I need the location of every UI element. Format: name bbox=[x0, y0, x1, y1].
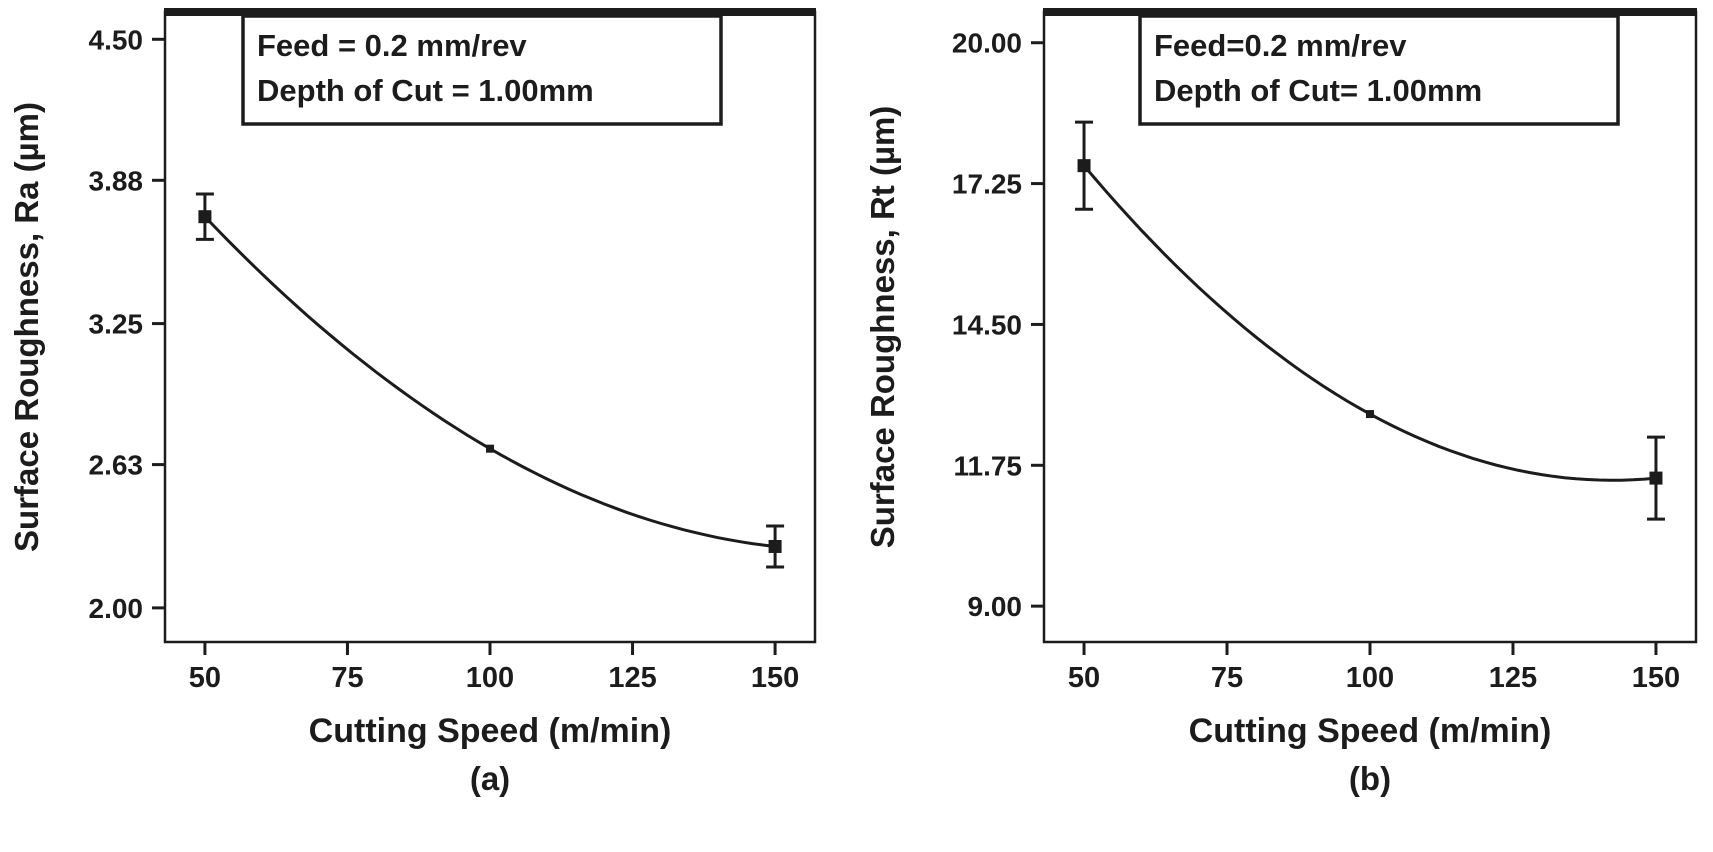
y-axis-title: Surface Roughness, Ra (µm) bbox=[8, 102, 45, 552]
x-tick-label: 125 bbox=[608, 662, 656, 694]
annotation-box bbox=[241, 14, 723, 126]
y-tick-label: 9.00 bbox=[968, 591, 1023, 622]
x-tick-label: 75 bbox=[331, 662, 363, 694]
data-point-marker bbox=[1366, 410, 1374, 419]
x-tick-label: 150 bbox=[751, 662, 799, 694]
y-tick-label: 20.00 bbox=[952, 28, 1022, 59]
annotation-line-2: Depth of Cut= 1.00mm bbox=[1154, 73, 1482, 108]
y-tick-label: 11.75 bbox=[953, 450, 1022, 481]
x-tick-label: 100 bbox=[466, 662, 514, 694]
data-point-marker bbox=[198, 210, 212, 224]
data-point-marker bbox=[768, 539, 782, 553]
panel-label-b: (b) bbox=[1349, 760, 1391, 797]
x-axis-title: Cutting Speed (m/min) bbox=[1189, 712, 1552, 750]
chart-b-svg: 50 75 100 125 150 20.00 17.25 14.50 11.75 9.00 Cut… bbox=[864, 8, 1698, 797]
data-point-marker bbox=[1649, 471, 1663, 485]
annotation-line-1: Feed=0.2 mm/rev bbox=[1154, 28, 1407, 63]
y-tick-label: 2.63 bbox=[89, 450, 144, 481]
chart-a-svg: 50 75 100 125 150 4.50 3.88 3.25 2.63 2.00 Cutting… bbox=[8, 8, 817, 797]
annotation-line-2: Depth of Cut = 1.00mm bbox=[257, 73, 594, 108]
y-tick-label: 3.88 bbox=[89, 165, 144, 196]
panel-label-a: (a) bbox=[470, 760, 510, 797]
x-tick-label: 150 bbox=[1632, 662, 1680, 694]
data-point-marker bbox=[1077, 159, 1091, 173]
y-tick-label: 4.50 bbox=[89, 24, 144, 55]
y-tick-label: 14.50 bbox=[952, 309, 1022, 340]
y-tick-label: 2.00 bbox=[89, 593, 144, 624]
x-tick-label: 75 bbox=[1211, 662, 1243, 694]
x-tick-label: 100 bbox=[1346, 662, 1394, 694]
annotation-line-1: Feed = 0.2 mm/rev bbox=[257, 28, 527, 63]
x-tick-label: 50 bbox=[1068, 662, 1100, 694]
x-tick-label: 50 bbox=[189, 662, 221, 694]
annotation-box bbox=[1138, 14, 1620, 126]
y-axis-title: Surface Roughness, Rt (µm) bbox=[864, 106, 901, 549]
data-point-marker bbox=[486, 444, 494, 453]
y-tick-label: 3.25 bbox=[89, 309, 144, 340]
chart-panel-b: 50 75 100 125 150 20.00 17.25 14.50 11.75 9.00 Cut… bbox=[856, 0, 1712, 852]
x-tick-label: 125 bbox=[1489, 662, 1537, 694]
x-axis-title: Cutting Speed (m/min) bbox=[309, 712, 672, 750]
y-tick-label: 17.25 bbox=[952, 169, 1022, 200]
chart-panel-a: 50 75 100 125 150 4.50 3.88 3.25 2.63 2.00 Cutting… bbox=[0, 0, 856, 852]
